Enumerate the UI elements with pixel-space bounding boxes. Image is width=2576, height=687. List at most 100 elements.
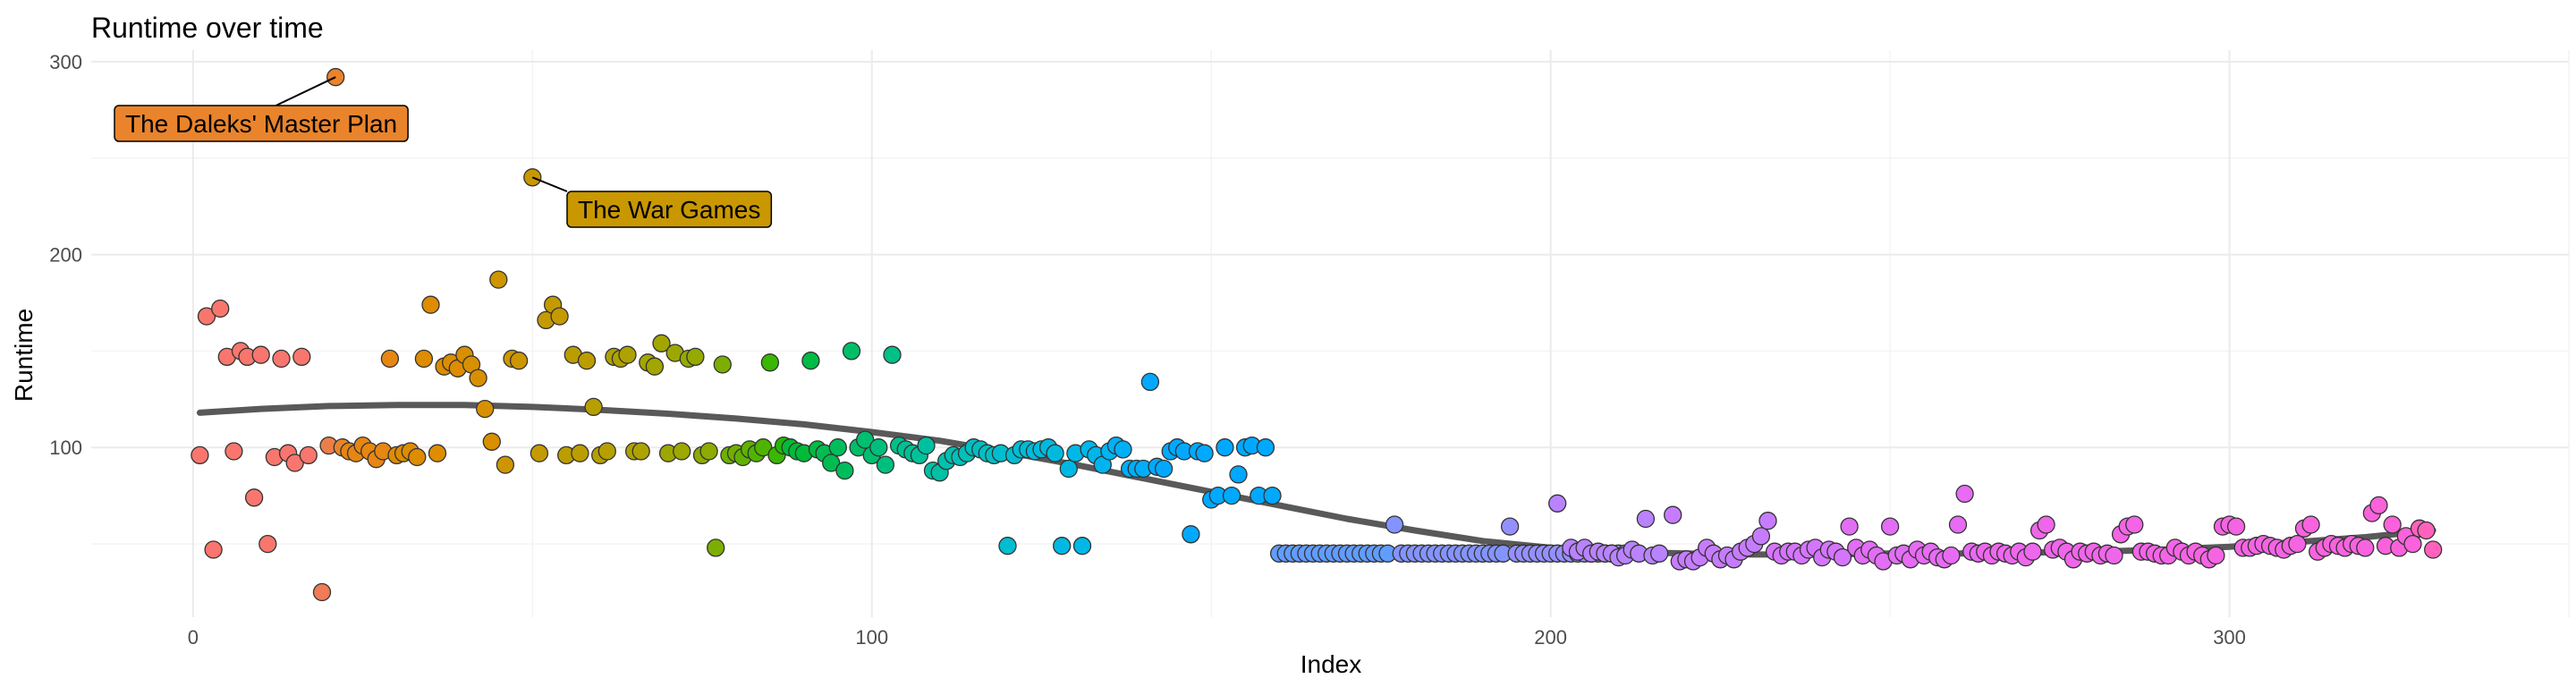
data-point-69 bbox=[673, 442, 691, 461]
data-point-54 bbox=[571, 444, 589, 462]
data-point-3 bbox=[211, 299, 230, 318]
data-point-31 bbox=[408, 447, 427, 467]
data-point-71 bbox=[686, 347, 705, 367]
data-point-128 bbox=[1072, 537, 1092, 556]
data-point-96 bbox=[856, 430, 875, 449]
data-point-73 bbox=[699, 442, 718, 461]
chart-title: Runtime over time bbox=[91, 12, 324, 44]
data-point-48 bbox=[530, 444, 549, 462]
data-point-12 bbox=[272, 349, 291, 369]
data-point-56 bbox=[584, 397, 603, 417]
data-point-221 bbox=[1636, 509, 1656, 529]
x-tick-label-200: 200 bbox=[1534, 626, 1567, 649]
data-point-289 bbox=[2105, 546, 2123, 565]
point-annotations: The Daleks' Master Plan The War Games bbox=[114, 76, 773, 228]
data-point-117 bbox=[998, 537, 1017, 556]
data-point-41 bbox=[476, 399, 495, 419]
data-point-63 bbox=[631, 442, 650, 461]
data-point-14 bbox=[285, 454, 304, 472]
data-point-99 bbox=[876, 455, 895, 474]
data-point-256 bbox=[1880, 517, 1900, 536]
annotation-label-0: The Daleks' Master Plan bbox=[125, 110, 397, 138]
data-point-32 bbox=[414, 349, 434, 369]
data-point-146 bbox=[1195, 444, 1214, 462]
data-point-124 bbox=[1046, 444, 1064, 462]
data-point-151 bbox=[1229, 465, 1248, 484]
data-point-91 bbox=[822, 454, 841, 472]
data-point-277 bbox=[2023, 542, 2042, 561]
data-point-100 bbox=[883, 345, 902, 364]
x-tick-labels: 0 100 200 300 bbox=[188, 626, 2246, 649]
data-point-0 bbox=[191, 445, 209, 465]
x-tick-label-100: 100 bbox=[855, 626, 888, 649]
data-point-98 bbox=[869, 438, 888, 457]
data-point-1 bbox=[197, 307, 216, 326]
annotation-1: The War Games bbox=[531, 176, 773, 228]
data-point-9 bbox=[251, 345, 270, 364]
data-point-328 bbox=[2369, 496, 2388, 515]
data-point-237 bbox=[1751, 527, 1771, 546]
data-point-267 bbox=[1955, 484, 1974, 504]
data-point-223 bbox=[1649, 544, 1669, 563]
data-point-279 bbox=[2037, 515, 2055, 534]
x-axis-title: Index bbox=[1301, 650, 1362, 678]
data-point-33 bbox=[421, 295, 440, 314]
data-point-92 bbox=[828, 438, 847, 457]
y-tick-label-100: 100 bbox=[49, 437, 82, 459]
data-point-66 bbox=[652, 334, 671, 352]
annotation-connector-0 bbox=[275, 76, 336, 106]
data-point-46 bbox=[509, 352, 529, 370]
data-point-5 bbox=[225, 442, 243, 461]
data-point-307 bbox=[2226, 517, 2246, 536]
data-point-51 bbox=[550, 307, 569, 326]
data-point-8 bbox=[244, 488, 264, 507]
data-point-58 bbox=[597, 442, 616, 461]
x-tick-label-0: 0 bbox=[188, 626, 199, 649]
data-point-149 bbox=[1216, 438, 1234, 457]
data-point-265 bbox=[1942, 546, 1961, 565]
annotation-label-1: The War Games bbox=[578, 196, 760, 224]
data-point-250 bbox=[1840, 517, 1859, 536]
data-point-88 bbox=[801, 352, 820, 370]
data-point-126 bbox=[1059, 459, 1078, 479]
y-axis-title: Runtime bbox=[10, 309, 38, 402]
data-point-140 bbox=[1154, 459, 1174, 479]
data-point-333 bbox=[2403, 534, 2422, 554]
data-point-15 bbox=[292, 347, 311, 367]
data-point-81 bbox=[754, 438, 773, 457]
data-point-94 bbox=[842, 342, 861, 360]
data-point-330 bbox=[2383, 515, 2402, 534]
data-point-138 bbox=[1140, 372, 1160, 392]
data-point-249 bbox=[1833, 547, 1852, 567]
data-point-316 bbox=[2288, 534, 2307, 554]
data-point-326 bbox=[2356, 539, 2375, 557]
data-point-93 bbox=[835, 461, 854, 480]
data-point-209 bbox=[1548, 494, 1567, 513]
data-point-238 bbox=[1758, 512, 1777, 530]
data-point-191 bbox=[1500, 517, 1520, 536]
x-tick-label-300: 300 bbox=[2213, 626, 2246, 649]
data-point-125 bbox=[1053, 537, 1072, 556]
y-tick-label-300: 300 bbox=[49, 51, 82, 73]
data-point-224 bbox=[1664, 505, 1682, 524]
data-point-16 bbox=[299, 445, 318, 465]
data-point-42 bbox=[482, 432, 501, 451]
data-point-155 bbox=[1256, 438, 1275, 457]
data-point-134 bbox=[1114, 440, 1132, 459]
data-point-17 bbox=[312, 582, 332, 602]
data-point-61 bbox=[618, 345, 637, 364]
data-point-144 bbox=[1182, 525, 1200, 544]
data-point-174 bbox=[1385, 515, 1404, 534]
data-point-40 bbox=[469, 369, 487, 387]
data-point-75 bbox=[713, 355, 732, 374]
data-point-304 bbox=[2207, 546, 2225, 565]
data-point-335 bbox=[2417, 521, 2436, 540]
data-point-292 bbox=[2125, 515, 2144, 534]
data-point-55 bbox=[577, 352, 597, 370]
grid-lines bbox=[91, 50, 2570, 617]
data-point-336 bbox=[2424, 540, 2443, 559]
data-point-74 bbox=[707, 539, 725, 557]
data-point-2 bbox=[204, 540, 223, 559]
